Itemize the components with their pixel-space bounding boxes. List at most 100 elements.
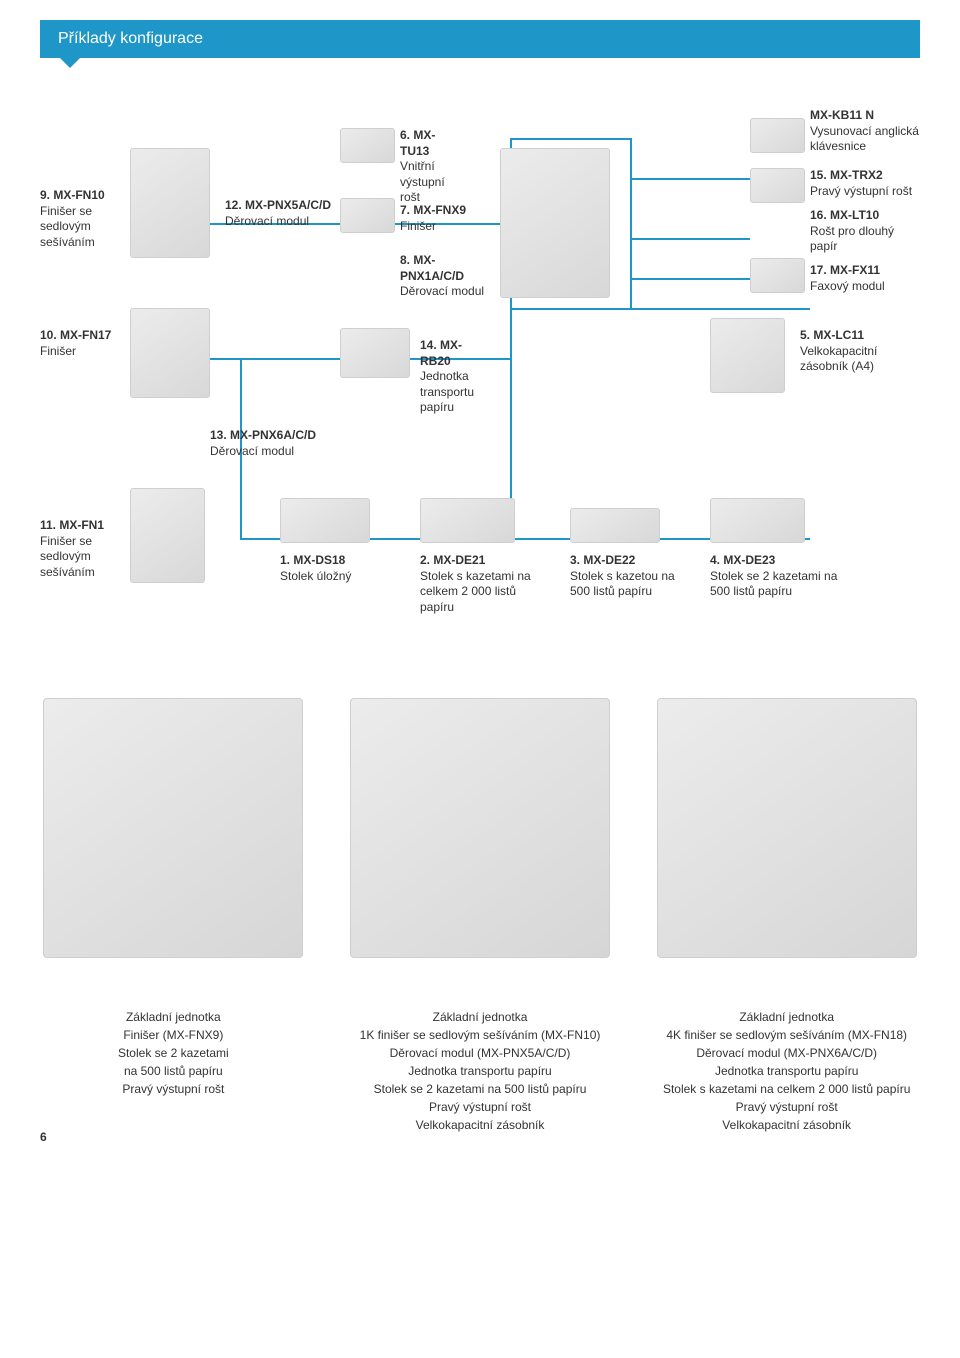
item-code: 10. MX-FN17 (40, 328, 111, 342)
product-photo (350, 698, 610, 958)
caption-line: 1K finišer se sedlovým sešíváním (MX-FN1… (347, 1026, 614, 1044)
item-image (280, 498, 370, 548)
item-code: 9. MX-FN10 (40, 188, 105, 202)
item-main-image (500, 148, 610, 303)
item-code: 4. MX-DE23 (710, 553, 775, 567)
item-image (710, 318, 785, 398)
item-desc: Vysunovací anglická klávesnice (810, 124, 919, 154)
caption-line: Jednotka transportu papíru (347, 1062, 614, 1080)
item-code: 14. MX-RB20 (420, 338, 462, 368)
caption-line: Stolek se 2 kazetami (40, 1044, 307, 1062)
item-desc: Vnitřní výstupní rošt (400, 159, 445, 204)
item-code: 8. MX-PNX1A/C/D (400, 253, 464, 283)
item-desc: Jednotka transportu papíru (420, 369, 474, 414)
item-code: 6. MX-TU13 (400, 128, 435, 158)
item-desc: Děrovací modul (210, 444, 294, 458)
item-desc: Finišer se sedlovým sešíváním (40, 534, 95, 579)
item-code: 5. MX-LC11 (800, 328, 864, 342)
item-code: 15. MX-TRX2 (810, 168, 883, 182)
item-3: 3. MX-DE22 Stolek s kazetou na 500 listů… (570, 553, 680, 600)
caption-line: Děrovací modul (MX-PNX6A/C/D) (653, 1044, 920, 1062)
caption-line: na 500 listů papíru (40, 1062, 307, 1080)
configuration-diagram: 9. MX-FN10 Finišer se sedlovým sešíváním… (40, 78, 920, 638)
item-code: 1. MX-DS18 (280, 553, 345, 567)
page-number: 6 (40, 1130, 47, 1144)
item-image (420, 498, 515, 548)
caption-line: Základní jednotka (40, 1008, 307, 1026)
header-tab-decoration (60, 58, 80, 68)
item-image (340, 198, 395, 238)
item-kb: MX-KB11 N Vysunovací anglická klávesnice (810, 108, 920, 155)
caption-line: Stolek s kazetami na celkem 2 000 listů … (653, 1080, 920, 1098)
item-15: 15. MX-TRX2 Pravý výstupní rošt (810, 168, 920, 199)
captions-row: Základní jednotkaFinišer (MX-FNX9)Stolek… (40, 1008, 920, 1134)
item-code: 16. MX-LT10 (810, 208, 879, 222)
connector-line (630, 238, 750, 240)
page: Příklady konfigurace 9. MX-FN10 Finišer … (0, 0, 960, 1164)
item-desc: Rošt pro dlouhý papír (810, 224, 894, 254)
item-image (750, 118, 805, 158)
item-code: 12. MX-PNX5A/C/D (225, 198, 331, 212)
caption-line: Jednotka transportu papíru (653, 1062, 920, 1080)
item-8: 8. MX-PNX1A/C/D Děrovací modul (340, 253, 490, 300)
item-code: 2. MX-DE21 (420, 553, 485, 567)
item-desc: Stolek se 2 kazetami na 500 listů papíru (710, 569, 837, 599)
caption-line: Stolek se 2 kazetami na 500 listů papíru (347, 1080, 614, 1098)
item-image (710, 498, 805, 548)
caption-3: Základní jednotka4K finišer se sedlovým … (653, 1008, 920, 1134)
caption-line: Finišer (MX-FNX9) (40, 1026, 307, 1044)
caption-line: Pravý výstupní rošt (653, 1098, 920, 1116)
item-image (750, 258, 805, 298)
caption-line: Pravý výstupní rošt (40, 1080, 307, 1098)
caption-line: Děrovací modul (MX-PNX5A/C/D) (347, 1044, 614, 1062)
item-image (130, 148, 210, 263)
item-desc: Stolek úložný (280, 569, 351, 583)
section-title: Příklady konfigurace (58, 30, 203, 47)
caption-2: Základní jednotka1K finišer se sedlovým … (347, 1008, 614, 1134)
item-desc: Velkokapacitní zásobník (A4) (800, 344, 877, 374)
item-16: 16. MX-LT10 Rošt pro dlouhý papír (810, 208, 920, 255)
item-5: 5. MX-LC11 Velkokapacitní zásobník (A4) (800, 328, 920, 375)
connector-line (630, 278, 750, 280)
section-header: Příklady konfigurace (40, 20, 920, 58)
item-desc: Finišer (400, 219, 436, 233)
item-desc: Finišer (40, 344, 76, 358)
item-1: 1. MX-DS18 Stolek úložný (280, 553, 380, 584)
item-7: 7. MX-FNX9 Finišer (400, 203, 490, 234)
caption-line: Základní jednotka (653, 1008, 920, 1026)
caption-1: Základní jednotkaFinišer (MX-FNX9)Stolek… (40, 1008, 307, 1134)
item-code: 3. MX-DE22 (570, 553, 635, 567)
item-desc: Finišer se sedlovým sešíváním (40, 204, 95, 249)
item-image (570, 508, 660, 548)
item-image (130, 308, 210, 403)
item-13: 13. MX-PNX6A/C/D Děrovací modul (210, 428, 350, 459)
item-4: 4. MX-DE23 Stolek se 2 kazetami na 500 l… (710, 553, 850, 600)
item-desc: Stolek s kazetou na 500 listů papíru (570, 569, 675, 599)
connector-line (510, 308, 810, 310)
connector-line (630, 178, 750, 180)
item-9: 9. MX-FN10 Finišer se sedlovým sešíváním (40, 188, 120, 250)
caption-line: Základní jednotka (347, 1008, 614, 1026)
item-image (130, 488, 205, 588)
item-image (750, 168, 805, 208)
item-code: 13. MX-PNX6A/C/D (210, 428, 316, 442)
caption-line: Velkokapacitní zásobník (347, 1116, 614, 1134)
item-10: 10. MX-FN17 Finišer (40, 328, 120, 359)
product-photo (657, 698, 917, 958)
item-2: 2. MX-DE21 Stolek s kazetami na celkem 2… (420, 553, 540, 615)
item-desc: Stolek s kazetami na celkem 2 000 listů … (420, 569, 531, 614)
item-17: 17. MX-FX11 Faxový modul (810, 263, 920, 294)
product-photo (43, 698, 303, 958)
item-code: 17. MX-FX11 (810, 263, 880, 277)
item-code: MX-KB11 N (810, 108, 874, 122)
product-photos-row (40, 678, 920, 978)
connector-line (510, 138, 630, 140)
item-code: 7. MX-FNX9 (400, 203, 466, 217)
item-code: 11. MX-FN1 (40, 518, 104, 532)
item-desc: Děrovací modul (400, 284, 484, 298)
caption-line: Pravý výstupní rošt (347, 1098, 614, 1116)
caption-line: 4K finišer se sedlovým sešíváním (MX-FN1… (653, 1026, 920, 1044)
item-desc: Děrovací modul (225, 214, 309, 228)
connector-line (630, 138, 632, 308)
caption-line: Velkokapacitní zásobník (653, 1116, 920, 1134)
